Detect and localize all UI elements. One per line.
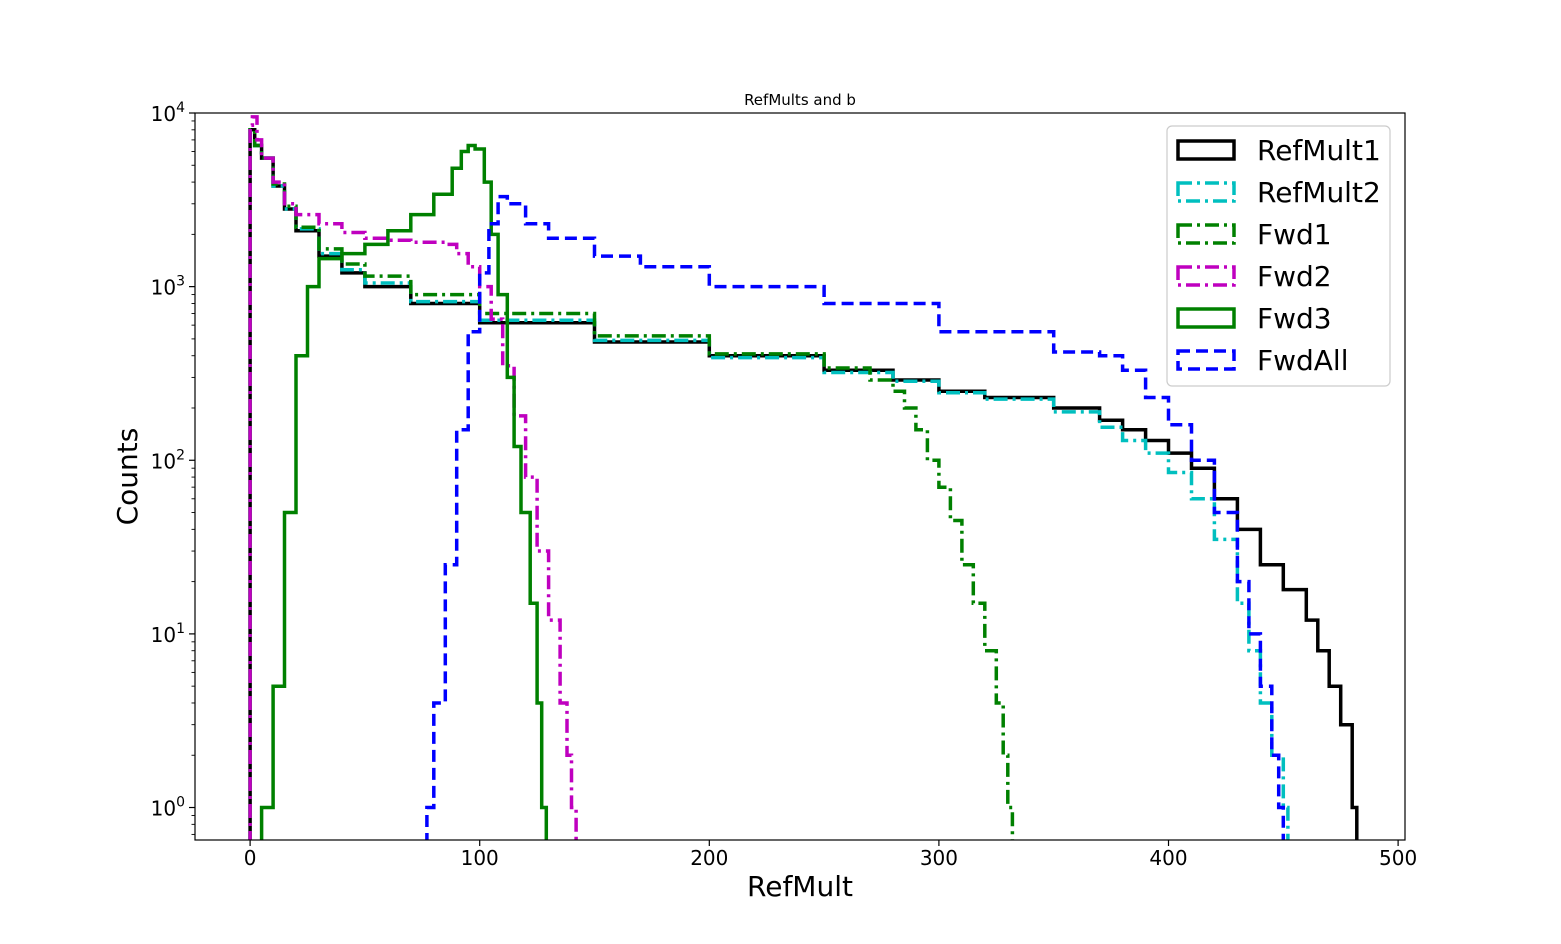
- legend-label-fwd1: Fwd1: [1257, 218, 1332, 251]
- y-axis: 100 101 102 103 104: [151, 100, 195, 835]
- legend-swatch-refmult2: [1176, 181, 1236, 203]
- y-axis-label: Counts: [111, 428, 144, 526]
- series-line-refmult2: [248, 128, 1290, 840]
- legend-label-fwd2: Fwd2: [1257, 260, 1332, 293]
- x-tick-label: 400: [1149, 846, 1187, 870]
- legend-label-refmult2: RefMult2: [1257, 176, 1381, 209]
- y-tick-label: 103: [151, 274, 185, 300]
- chart-title: RefMults and b: [744, 91, 856, 109]
- x-tick-label: 100: [461, 846, 499, 870]
- x-axis-label: RefMult: [747, 870, 853, 903]
- legend: RefMult1 RefMult2 Fwd1 Fwd2 Fwd3 FwdAll: [1166, 125, 1391, 387]
- series-line-fwdall: [425, 194, 1286, 840]
- x-tick-label: 200: [690, 846, 728, 870]
- legend-swatch-fwd1: [1176, 223, 1236, 245]
- legend-swatch-fwdall: [1176, 349, 1236, 371]
- series-layer: [248, 115, 1359, 840]
- y-tick-label: 101: [151, 621, 185, 647]
- legend-swatch-fwd2: [1176, 265, 1236, 287]
- x-tick-label: 300: [920, 846, 958, 870]
- x-axis: 0 100 200 300 400 500: [244, 840, 1417, 870]
- legend-label-refmult1: RefMult1: [1257, 134, 1381, 167]
- series-line-fwd1: [248, 128, 1015, 840]
- y-tick-label: 104: [151, 100, 185, 126]
- legend-box: [1166, 125, 1391, 387]
- legend-label-fwdall: FwdAll: [1257, 344, 1349, 377]
- x-tick-label: 0: [244, 846, 257, 870]
- plot-frame: [194, 112, 1406, 841]
- legend-swatch-refmult1: [1176, 139, 1236, 161]
- y-tick-label: 100: [151, 795, 185, 821]
- legend-label-fwd3: Fwd3: [1257, 302, 1332, 335]
- y-tick-label: 102: [151, 447, 185, 473]
- x-tick-label: 500: [1379, 846, 1417, 870]
- series-line-fwd3: [259, 143, 549, 840]
- legend-swatch-fwd3: [1176, 307, 1236, 329]
- series-line-fwd2: [248, 115, 578, 840]
